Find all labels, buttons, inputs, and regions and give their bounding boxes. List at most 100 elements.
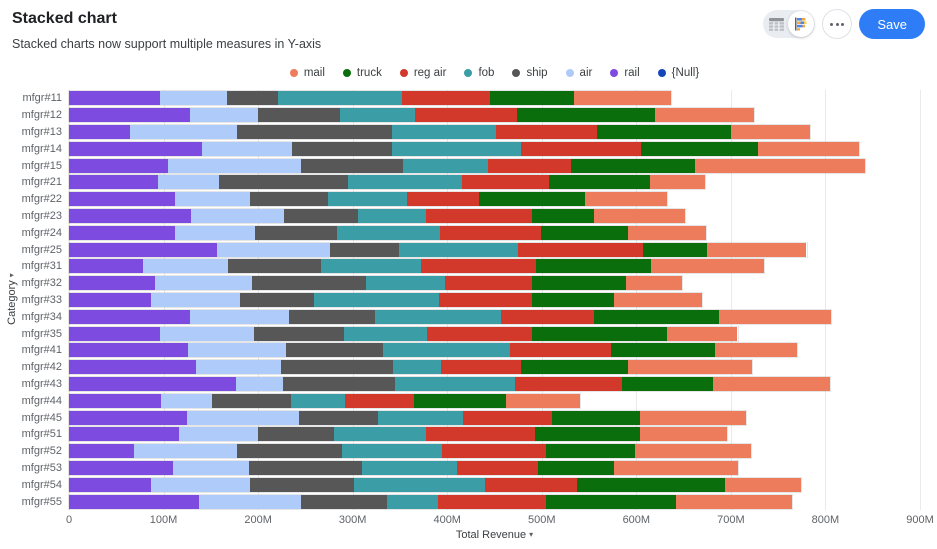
bar-segment-reg-air[interactable] bbox=[496, 124, 597, 139]
legend-item-rail[interactable]: rail bbox=[610, 67, 640, 79]
bar-segment-mail[interactable] bbox=[505, 393, 580, 408]
stacked-bar-mfgr-45[interactable] bbox=[69, 410, 747, 425]
bar-segment-ship[interactable] bbox=[258, 427, 334, 442]
bar-segment-fob[interactable] bbox=[398, 242, 519, 257]
bar-segment-fob[interactable] bbox=[333, 427, 427, 442]
stacked-bar-mfgr-32[interactable] bbox=[69, 276, 682, 291]
bar-segment-truck[interactable] bbox=[593, 309, 720, 324]
bar-segment-rail[interactable] bbox=[69, 393, 161, 408]
bar-segment-reg-air[interactable] bbox=[427, 326, 533, 341]
bar-segment-rail[interactable] bbox=[69, 292, 152, 307]
bar-segment-air[interactable] bbox=[195, 360, 281, 375]
bar-segment-fob[interactable] bbox=[353, 477, 485, 492]
bar-segment-reg-air[interactable] bbox=[440, 360, 521, 375]
bar-segment-fob[interactable] bbox=[291, 393, 346, 408]
bar-segment-reg-air[interactable] bbox=[487, 158, 572, 173]
bar-segment-air[interactable] bbox=[190, 208, 284, 223]
stacked-bar-mfgr-31[interactable] bbox=[69, 259, 764, 274]
stacked-bar-mfgr-42[interactable] bbox=[69, 360, 752, 375]
bar-segment-ship[interactable] bbox=[237, 444, 343, 459]
bar-segment-truck[interactable] bbox=[642, 242, 708, 257]
bar-segment-mail[interactable] bbox=[714, 343, 797, 358]
bar-segment-air[interactable] bbox=[160, 393, 212, 408]
bar-segment-air[interactable] bbox=[173, 460, 249, 475]
stacked-bar-mfgr-55[interactable] bbox=[69, 494, 793, 509]
bar-segment-reg-air[interactable] bbox=[509, 343, 611, 358]
bar-segment-reg-air[interactable] bbox=[442, 444, 546, 459]
bar-segment-air[interactable] bbox=[159, 91, 227, 106]
bar-segment-air[interactable] bbox=[202, 141, 293, 156]
bar-segment-rail[interactable] bbox=[69, 175, 158, 190]
bar-segment-rail[interactable] bbox=[69, 360, 196, 375]
bar-segment-air[interactable] bbox=[155, 276, 253, 291]
bar-segment-truck[interactable] bbox=[641, 141, 759, 156]
bar-segment-ship[interactable] bbox=[292, 141, 393, 156]
bar-segment-air[interactable] bbox=[134, 444, 238, 459]
stacked-bar-mfgr-21[interactable] bbox=[69, 175, 706, 190]
stacked-bar-mfgr-13[interactable] bbox=[69, 124, 811, 139]
bar-segment-ship[interactable] bbox=[255, 225, 337, 240]
bar-segment-air[interactable] bbox=[157, 175, 220, 190]
bar-segment-air[interactable] bbox=[151, 292, 241, 307]
bar-segment-fob[interactable] bbox=[386, 494, 438, 509]
legend-item-mail[interactable]: mail bbox=[289, 67, 325, 79]
stacked-bar-mfgr-52[interactable] bbox=[69, 444, 751, 459]
bar-segment-air[interactable] bbox=[190, 309, 290, 324]
table-view-button[interactable] bbox=[764, 12, 788, 36]
bar-segment-reg-air[interactable] bbox=[515, 376, 623, 391]
bar-segment-air[interactable] bbox=[174, 225, 256, 240]
bar-segment-reg-air[interactable] bbox=[518, 242, 643, 257]
bar-segment-ship[interactable] bbox=[283, 208, 359, 223]
stacked-bar-mfgr-33[interactable] bbox=[69, 292, 702, 307]
bar-segment-fob[interactable] bbox=[340, 108, 416, 123]
bar-segment-truck[interactable] bbox=[610, 343, 715, 358]
stacked-bar-mfgr-22[interactable] bbox=[69, 192, 667, 207]
bar-segment-ship[interactable] bbox=[282, 376, 396, 391]
bar-segment-rail[interactable] bbox=[69, 208, 191, 223]
bar-segment-fob[interactable] bbox=[393, 360, 441, 375]
bar-segment-mail[interactable] bbox=[712, 376, 831, 391]
bar-segment-truck[interactable] bbox=[532, 276, 626, 291]
bar-segment-mail[interactable] bbox=[730, 124, 811, 139]
bar-segment-fob[interactable] bbox=[392, 141, 521, 156]
legend-item-reg-air[interactable]: reg air bbox=[399, 67, 446, 79]
bar-segment-rail[interactable] bbox=[69, 444, 135, 459]
bar-segment-air[interactable] bbox=[236, 376, 283, 391]
bar-segment-truck[interactable] bbox=[540, 225, 628, 240]
bar-segment-rail[interactable] bbox=[69, 343, 189, 358]
bar-segment-rail[interactable] bbox=[69, 309, 191, 324]
bar-segment-fob[interactable] bbox=[277, 91, 402, 106]
bar-segment-fob[interactable] bbox=[365, 276, 446, 291]
bar-segment-reg-air[interactable] bbox=[501, 309, 594, 324]
bar-segment-mail[interactable] bbox=[725, 477, 801, 492]
bar-segment-rail[interactable] bbox=[69, 494, 200, 509]
bar-segment-truck[interactable] bbox=[479, 192, 586, 207]
bar-segment-mail[interactable] bbox=[651, 259, 764, 274]
bar-segment-truck[interactable] bbox=[596, 124, 731, 139]
bar-segment-rail[interactable] bbox=[69, 124, 130, 139]
bar-segment-ship[interactable] bbox=[300, 494, 387, 509]
bar-segment-truck[interactable] bbox=[532, 208, 594, 223]
bar-segment-fob[interactable] bbox=[358, 208, 427, 223]
bar-segment-mail[interactable] bbox=[719, 309, 832, 324]
bar-segment-fob[interactable] bbox=[342, 444, 443, 459]
bar-segment-air[interactable] bbox=[188, 343, 286, 358]
bar-segment-reg-air[interactable] bbox=[420, 259, 537, 274]
stacked-bar-mfgr-12[interactable] bbox=[69, 108, 754, 123]
bar-segment-truck[interactable] bbox=[535, 427, 641, 442]
bar-segment-mail[interactable] bbox=[627, 225, 707, 240]
bar-segment-mail[interactable] bbox=[593, 208, 685, 223]
stacked-bar-mfgr-53[interactable] bbox=[69, 460, 739, 475]
legend-item-null[interactable]: {Null} bbox=[657, 67, 699, 79]
legend-item-truck[interactable]: truck bbox=[342, 67, 382, 79]
bar-segment-mail[interactable] bbox=[635, 444, 751, 459]
bar-segment-truck[interactable] bbox=[536, 259, 652, 274]
bar-segment-truck[interactable] bbox=[537, 460, 614, 475]
bar-segment-ship[interactable] bbox=[227, 259, 322, 274]
bar-segment-ship[interactable] bbox=[240, 292, 314, 307]
stacked-bar-mfgr-54[interactable] bbox=[69, 477, 801, 492]
bar-segment-reg-air[interactable] bbox=[406, 192, 480, 207]
bar-segment-truck[interactable] bbox=[532, 326, 667, 341]
bar-segment-ship[interactable] bbox=[249, 192, 329, 207]
stacked-bar-mfgr-34[interactable] bbox=[69, 309, 832, 324]
